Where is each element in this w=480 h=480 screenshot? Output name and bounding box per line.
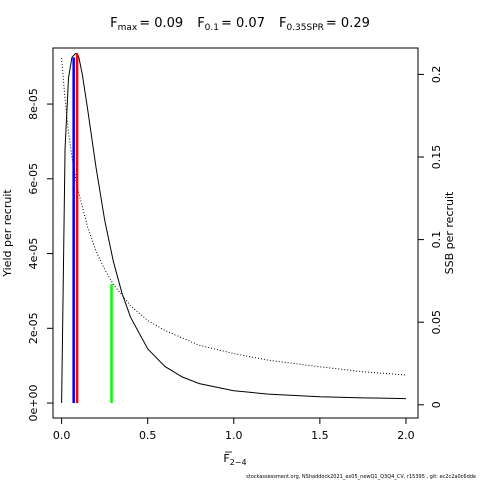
title-f01-sub: 0.1 [205, 23, 219, 33]
x-tick-label-0: 0.0 [53, 429, 71, 442]
series-layer [61, 53, 406, 404]
x-axis: 0.0 0.5 1.0 1.5 2.0 [53, 418, 415, 442]
yield-per-recruit-curve [61, 53, 406, 404]
y-left-tick-label-4: 8e-05 [27, 88, 40, 120]
title-f01-label: F [197, 16, 204, 31]
title-fspr-value: = 0.29 [326, 16, 370, 31]
title-fmax-sub: max [118, 23, 138, 33]
reference-lines [72, 53, 113, 404]
plot-frame [52, 47, 419, 419]
y-right-tick-label-0: 0 [430, 401, 443, 408]
x-axis-title-sub: 2−4 [230, 458, 247, 467]
y-right-tick-label-4: 0.2 [430, 66, 443, 84]
x-axis-title: F2−4 [223, 452, 246, 467]
chart-title: Fmax = 0.09 F0.1 = 0.07 F0.35SPR = 0.29 [110, 16, 370, 33]
x-tick-label-1: 0.5 [139, 429, 157, 442]
y-axis-left: 0e+00 2e-05 4e-05 6e-05 8e-05 [27, 88, 53, 422]
y-right-tick-label-2: 0.1 [430, 231, 443, 249]
title-fmax-value: = 0.09 [139, 16, 183, 31]
y-left-tick-label-2: 4e-05 [27, 238, 40, 270]
y-right-tick-label-3: 0.15 [430, 145, 443, 170]
x-tick-label-4: 2.0 [397, 429, 415, 442]
x-axis-title-main: F [223, 452, 229, 465]
ssb-per-recruit-curve [61, 57, 406, 376]
x-tick-label-2: 1.0 [225, 429, 243, 442]
y-axis-right-title: SSB per recruit [443, 191, 456, 274]
y-axis-left-title: Yield per recruit [1, 189, 14, 278]
title-fmax-label: F [110, 16, 117, 31]
y-left-tick-label-0: 0e+00 [27, 385, 40, 422]
title-fspr-sub: 0.35SPR [286, 23, 323, 33]
y-right-tick-label-1: 0.05 [430, 310, 443, 335]
x-tick-label-3: 1.5 [311, 429, 329, 442]
y-left-tick-label-3: 6e-05 [27, 163, 40, 195]
y-axis-right: 0 0.05 0.1 0.15 0.2 [418, 66, 443, 408]
title-f01-value: = 0.07 [221, 16, 265, 31]
y-left-tick-label-1: 2e-05 [27, 312, 40, 344]
title-fspr-label: F [279, 16, 286, 31]
footer-note: stockassessment.org, NShaddock2021_ex05_… [246, 474, 476, 480]
